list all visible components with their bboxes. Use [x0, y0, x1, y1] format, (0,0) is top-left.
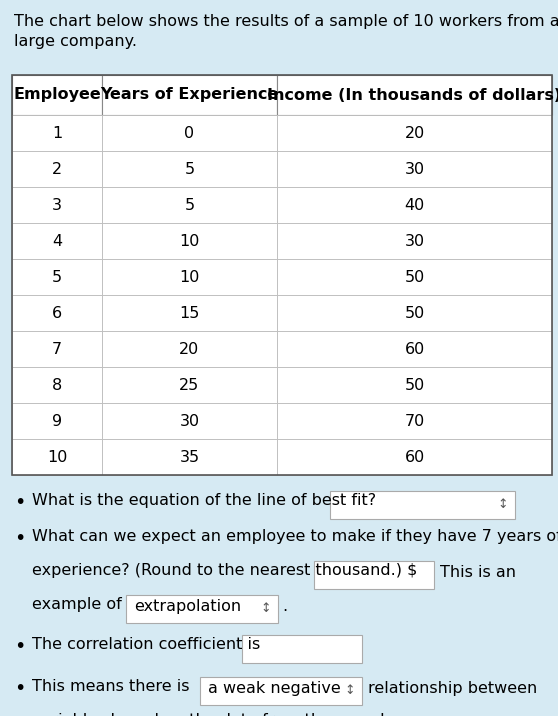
Bar — [12, 403, 102, 439]
Bar — [277, 75, 552, 115]
Text: The chart below shows the results of a sample of 10 workers from a
large company: The chart below shows the results of a s… — [14, 14, 558, 49]
Text: •: • — [14, 493, 25, 512]
Bar — [102, 187, 277, 223]
Bar — [12, 367, 102, 403]
Text: What can we expect an employee to make if they have 7 years of: What can we expect an employee to make i… — [32, 529, 558, 544]
Bar — [102, 367, 277, 403]
Text: 30: 30 — [180, 414, 200, 428]
Bar — [12, 75, 552, 475]
Bar — [102, 223, 277, 259]
Text: experience? (Round to the nearest thousand.) $: experience? (Round to the nearest thousa… — [32, 563, 417, 578]
Text: 3: 3 — [52, 198, 62, 213]
Text: 40: 40 — [405, 198, 425, 213]
Bar — [102, 403, 277, 439]
Bar — [12, 259, 102, 295]
Text: 5: 5 — [185, 198, 195, 213]
Bar — [12, 187, 102, 223]
Bar — [102, 259, 277, 295]
Text: relationship between: relationship between — [368, 681, 537, 696]
Bar — [12, 331, 102, 367]
Text: 10: 10 — [179, 269, 200, 284]
Text: ↕: ↕ — [345, 684, 355, 697]
Text: What is the equation of the line of best fit?: What is the equation of the line of best… — [32, 493, 376, 508]
Bar — [277, 115, 552, 151]
Bar — [277, 331, 552, 367]
Text: extrapolation: extrapolation — [134, 599, 241, 614]
Text: 20: 20 — [179, 342, 200, 357]
Text: 10: 10 — [179, 233, 200, 248]
Text: 50: 50 — [405, 377, 425, 392]
Text: 9: 9 — [52, 414, 62, 428]
Text: 5: 5 — [185, 162, 195, 177]
Bar — [242, 635, 362, 663]
Bar — [277, 223, 552, 259]
Bar — [12, 439, 102, 475]
Text: Years of Experience: Years of Experience — [100, 87, 278, 102]
Bar — [12, 151, 102, 187]
Text: 5: 5 — [52, 269, 62, 284]
Text: 60: 60 — [405, 450, 425, 465]
Bar — [12, 295, 102, 331]
Text: 30: 30 — [405, 233, 425, 248]
Bar — [277, 151, 552, 187]
Text: This means there is: This means there is — [32, 679, 190, 694]
Text: •: • — [14, 637, 25, 656]
Text: ↕: ↕ — [498, 498, 508, 511]
Text: 0: 0 — [185, 125, 195, 140]
Text: 4: 4 — [52, 233, 62, 248]
Bar — [12, 115, 102, 151]
Text: 8: 8 — [52, 377, 62, 392]
Text: .: . — [282, 599, 287, 614]
Text: 6: 6 — [52, 306, 62, 321]
Text: This is an: This is an — [440, 565, 516, 580]
Bar — [102, 151, 277, 187]
Bar — [330, 491, 515, 519]
Bar — [200, 677, 362, 705]
Text: 35: 35 — [180, 450, 200, 465]
Bar — [102, 115, 277, 151]
Text: ↕: ↕ — [261, 602, 271, 616]
Bar — [102, 331, 277, 367]
Text: •: • — [14, 679, 25, 698]
Bar — [12, 75, 102, 115]
Bar — [102, 295, 277, 331]
Text: 10: 10 — [47, 450, 67, 465]
Bar — [314, 561, 434, 589]
Text: example of: example of — [32, 597, 122, 612]
Bar — [126, 595, 278, 623]
Text: •: • — [14, 529, 25, 548]
Bar — [277, 187, 552, 223]
Text: 1: 1 — [52, 125, 62, 140]
Bar — [102, 439, 277, 475]
Text: 2: 2 — [52, 162, 62, 177]
Text: 30: 30 — [405, 162, 425, 177]
Bar — [277, 259, 552, 295]
Text: 25: 25 — [179, 377, 200, 392]
Text: Employee: Employee — [13, 87, 101, 102]
Bar — [102, 75, 277, 115]
Bar — [277, 439, 552, 475]
Bar — [277, 403, 552, 439]
Text: 7: 7 — [52, 342, 62, 357]
Text: 70: 70 — [405, 414, 425, 428]
Bar — [12, 223, 102, 259]
Text: variables based on the data from the sample.: variables based on the data from the sam… — [32, 713, 400, 716]
Bar — [277, 367, 552, 403]
Text: 50: 50 — [405, 306, 425, 321]
Text: 50: 50 — [405, 269, 425, 284]
Text: The correlation coefficient is: The correlation coefficient is — [32, 637, 260, 652]
Text: 15: 15 — [179, 306, 200, 321]
Text: a weak negative: a weak negative — [208, 681, 341, 696]
Text: 60: 60 — [405, 342, 425, 357]
Text: 20: 20 — [405, 125, 425, 140]
Bar — [277, 295, 552, 331]
Text: Income (In thousands of dollars): Income (In thousands of dollars) — [267, 87, 558, 102]
